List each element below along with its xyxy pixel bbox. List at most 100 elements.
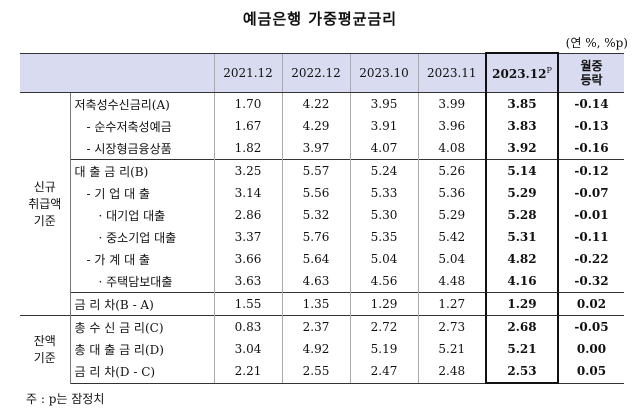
cell-change: -0.16 [557,137,624,160]
cell-value: 5.29 [417,204,486,226]
cell-value: 2.21 [213,360,282,384]
cell-value: 5.33 [349,182,418,204]
cell-value: 1.55 [213,292,282,316]
cell-value: 3.97 [281,137,350,160]
cell-value: 2.73 [417,315,486,338]
cell-value: 5.26 [417,159,486,182]
row-label: 금 리 차(B - A) [70,292,214,316]
cell-value: 1.29 [349,292,418,316]
column-header-label: 2023.12 [492,66,547,81]
cell-value: 5.30 [349,204,418,226]
cell-highlight: 5.31 [485,226,559,248]
cell-value: 3.14 [213,182,282,204]
interest-rate-table: 2021.12 2022.12 2023.10 2023.11 2023.12P… [20,52,624,384]
cell-value: 3.91 [349,115,418,137]
cell-value: 4.56 [349,270,418,293]
cell-value: 4.08 [417,137,486,160]
cell-highlight: 1.29 [485,292,559,316]
cell-change: -0.01 [557,204,624,226]
cell-value: 3.37 [213,226,282,248]
row-label: 총 대 출 금 리(D) [74,342,164,357]
column-header-change: 월중 등락 [557,52,624,93]
table-row: 금 리 차(B - A) 1.55 1.35 1.29 1.27 1.29 0.02 [20,292,624,316]
cell-change: -0.07 [557,182,624,204]
cell-value: 1.27 [417,292,486,316]
header-row: 2021.12 2022.12 2023.10 2023.11 2023.12P… [20,52,624,93]
cell-value: 5.04 [417,248,486,270]
cell-highlight: 4.82 [485,248,559,270]
cell-change: -0.32 [557,270,624,293]
cell-value: 5.04 [349,248,418,270]
cell-change: -0.12 [557,159,624,182]
cell-value: 5.32 [281,204,350,226]
table-body: 신규 취급액 기준 저축성수신금리(A) 1.70 4.22 3.95 3.99 3.85-… [20,92,624,384]
row-label: - 순수저축성예금 [86,119,172,134]
row-label: - 시장형금융상품 [86,141,172,156]
cell-change: -0.05 [557,315,624,338]
cell-value: 3.99 [417,92,486,115]
row-label: - 기 업 대 출 [86,186,150,201]
cell-value: 3.63 [213,270,282,293]
cell-value: 5.64 [281,248,350,270]
cell-value: 3.96 [417,115,486,137]
column-header-highlight: 2023.12P [485,52,559,93]
table-row: 잔액 기준 총 수 신 금 리(C) 0.83 2.37 2.72 2.73 2.68 -0.… [20,315,624,383]
cell-value: 5.42 [417,226,486,248]
cell-value: 5.76 [281,226,350,248]
cell-highlight: 5.14 [485,159,559,182]
cell-highlight: 5.29 [485,182,559,204]
cell-change: 0.00 [557,338,624,360]
cell-value: 1.67 [213,115,282,137]
table-row: 신규 취급액 기준 저축성수신금리(A) 1.70 4.22 3.95 3.99 3.85-… [20,92,624,316]
cell-change: -0.22 [557,248,624,270]
cell-value: 1.35 [281,292,350,316]
cell-value: 3.25 [213,159,282,182]
cell-value: 2.48 [417,360,486,384]
table-row: - 가 계 대 출 3.66 5.64 5.04 5.04 4.82 -0.22 [20,248,624,270]
cell-change: 0.05 [557,360,624,384]
cell-value: 4.07 [349,137,418,160]
column-header: 2021.12 [213,52,282,93]
cell-change: -0.11 [557,226,624,248]
cell-value: 3.66 [213,248,282,270]
cell-value: 1.82 [213,137,282,160]
row-label: · 중소기업 대출 [98,230,177,245]
cell-highlight: 4.16 [485,270,559,293]
cell-change: 0.02 [557,292,624,316]
cell-value: 5.19 [349,338,418,360]
cell-highlight: 5.28 [485,204,559,226]
cell-value: 0.83 [213,315,282,338]
row-label: 총 수 신 금 리(C) [70,315,214,338]
column-header: 2023.11 [417,52,486,93]
cell-highlight: 2.68 [485,315,559,338]
column-header: 2023.10 [349,52,418,93]
cell-value: 4.92 [281,338,350,360]
row-label: 금 리 차(D - C) [70,360,214,384]
cell-value: 5.56 [281,182,350,204]
cell-highlight: 2.53 [485,360,559,384]
footnote: 주 : p는 잠정치 [26,392,105,406]
provisional-mark: P [546,65,552,75]
row-label: · 주택담보대출 [98,274,173,289]
cell-change: -0.13 [557,115,624,137]
cell-highlight: 3.83 [485,115,559,137]
row-label: - 가 계 대 출 [86,252,150,267]
cell-change: -0.14 [557,92,624,115]
column-header: 2022.12 [281,52,350,93]
cell-highlight: 3.85 [485,92,559,115]
cell-highlight: 3.92 [485,137,559,160]
cell-value: 2.37 [281,315,350,338]
cell-value: 5.35 [349,226,418,248]
table-row: · 대기업 대출 2.86 5.32 5.30 5.29 5.28 -0.01 [20,204,624,226]
group-label-balance: 잔액 기준 [20,315,71,383]
cell-value: 4.63 [281,270,350,293]
table-row: 총 대 출 금 리(D) 3.04 4.92 5.19 5.21 5.21 0.00 [20,338,624,360]
cell-value: 2.47 [349,360,418,384]
cell-value: 4.48 [417,270,486,293]
cell-highlight: 5.21 [485,338,559,360]
cell-value: 5.57 [281,159,350,182]
cell-value: 1.70 [213,92,282,115]
group-label-new: 신규 취급액 기준 [20,92,71,316]
unit-label: (연 %, %p) [565,36,628,50]
cell-value: 5.24 [349,159,418,182]
